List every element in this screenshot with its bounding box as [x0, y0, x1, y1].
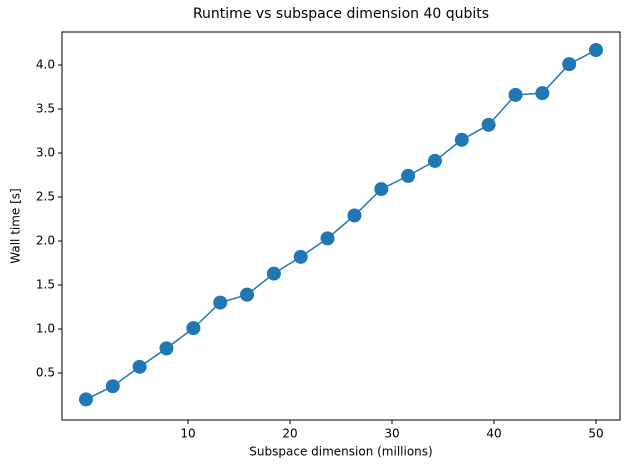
- x-axis-label: Subspace dimension (millions): [249, 445, 432, 459]
- y-tick-label: 2.5: [36, 190, 55, 204]
- point: [401, 168, 416, 183]
- y-tick-label: 1.5: [36, 278, 55, 292]
- point: [535, 86, 550, 101]
- point: [213, 295, 228, 310]
- y-tick-label: 2.0: [36, 234, 55, 248]
- y-tick-label: 4.0: [36, 58, 55, 72]
- point: [427, 153, 442, 168]
- point: [105, 379, 120, 394]
- point: [132, 359, 147, 374]
- y-tick-label: 3.5: [36, 102, 55, 116]
- point: [562, 57, 577, 72]
- y-tick-label: 0.5: [36, 366, 55, 380]
- point: [320, 231, 335, 246]
- chart-title: Runtime vs subspace dimension 40 qubits: [193, 6, 489, 22]
- x-tick-label: 40: [486, 427, 501, 441]
- x-tick-label: 30: [384, 427, 399, 441]
- plot-frame: [61, 31, 621, 421]
- point: [481, 117, 496, 132]
- y-tick-label: 3.0: [36, 146, 55, 160]
- point: [589, 43, 604, 58]
- x-tick-label: 20: [282, 427, 297, 441]
- point: [240, 287, 255, 302]
- point: [159, 341, 174, 356]
- point: [186, 321, 201, 336]
- x-tick-label: 10: [180, 427, 195, 441]
- point: [78, 392, 93, 407]
- x-tick-label: 50: [588, 427, 603, 441]
- point: [347, 208, 362, 223]
- point: [293, 249, 308, 264]
- point: [454, 132, 469, 147]
- y-axis-label: Wall time [s]: [9, 188, 23, 263]
- point: [508, 87, 523, 102]
- point: [266, 266, 281, 281]
- y-tick-label: 1.0: [36, 322, 55, 336]
- point: [374, 182, 389, 197]
